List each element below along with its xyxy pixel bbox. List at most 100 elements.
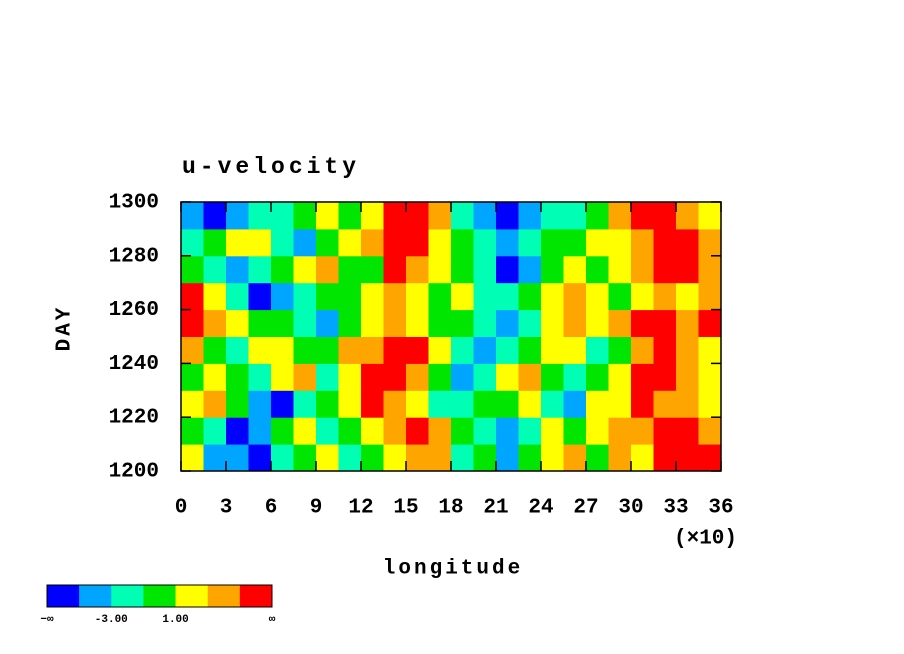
cell: [181, 202, 204, 230]
cell: [248, 417, 272, 445]
cell: [608, 202, 632, 230]
cell: [496, 417, 519, 445]
cell: [541, 255, 564, 284]
cell: [406, 363, 429, 391]
cell: [338, 444, 362, 472]
cell: [361, 202, 384, 230]
y-tick-label: 1220: [109, 407, 159, 430]
cell: [608, 390, 632, 418]
cell: [248, 228, 272, 257]
cell: [653, 390, 677, 418]
cell: [271, 444, 294, 472]
cell: [293, 417, 317, 445]
x-axis-label: longitude: [383, 558, 523, 581]
colorbar-swatch: [143, 585, 176, 607]
colorbar-swatch: [47, 585, 80, 607]
cell: [338, 390, 362, 418]
cell: [608, 309, 632, 337]
cell: [586, 444, 609, 472]
colorbar-swatch: [175, 585, 209, 607]
cell: [271, 336, 294, 364]
cell: [271, 417, 294, 445]
cell: [226, 255, 249, 284]
cell: [383, 363, 407, 391]
cell: [496, 282, 519, 311]
cell: [631, 336, 654, 364]
cell: [383, 444, 407, 472]
cell: [361, 309, 384, 337]
x-tick-label: 9: [310, 497, 323, 520]
cell: [451, 228, 474, 257]
cell: [226, 309, 249, 337]
y-tick-label: 1200: [109, 461, 159, 484]
cell: [383, 309, 407, 337]
cell: [203, 390, 227, 418]
cell: [361, 444, 384, 472]
cell: [361, 282, 384, 311]
cell: [383, 336, 407, 364]
cell: [316, 228, 339, 257]
cell: [383, 228, 407, 257]
colorbar-swatch: [79, 585, 112, 607]
cell: [653, 228, 677, 257]
cell: [248, 282, 272, 311]
cell: [451, 309, 474, 337]
cell: [451, 444, 474, 472]
cell: [451, 363, 474, 391]
cell: [316, 255, 339, 284]
x-scale-label: (×10): [674, 528, 737, 551]
x-tick-label: 21: [483, 497, 508, 520]
cell: [653, 309, 677, 337]
cell: [563, 336, 587, 364]
x-tick-label: 18: [438, 497, 463, 520]
cell: [698, 282, 722, 311]
cell: [406, 202, 429, 230]
cell: [451, 336, 474, 364]
cell: [203, 202, 227, 230]
cell: [563, 228, 587, 257]
x-tick-label: 27: [573, 497, 598, 520]
cell: [181, 444, 204, 472]
cell: [293, 444, 317, 472]
cell: [203, 309, 227, 337]
cell: [518, 417, 542, 445]
cell: [563, 202, 587, 230]
cell: [698, 444, 722, 472]
cell: [653, 363, 677, 391]
cell: [608, 282, 632, 311]
cell: [631, 363, 654, 391]
cell: [361, 255, 384, 284]
cell: [541, 417, 564, 445]
y-tick-label: 1300: [109, 192, 159, 215]
cell: [406, 228, 429, 257]
cell: [203, 255, 227, 284]
cell: [181, 417, 204, 445]
x-tick-label: 36: [708, 497, 733, 520]
cell: [316, 363, 339, 391]
cell: [451, 255, 474, 284]
cell: [631, 255, 654, 284]
cell: [586, 255, 609, 284]
cell: [428, 282, 452, 311]
cell: [383, 202, 407, 230]
cell: [631, 228, 654, 257]
cell: [316, 336, 339, 364]
cell: [226, 282, 249, 311]
x-tick-label: 3: [220, 497, 233, 520]
cell: [631, 417, 654, 445]
y-tick-label: 1240: [109, 353, 159, 376]
cell: [473, 228, 497, 257]
cell: [586, 336, 609, 364]
cell: [563, 444, 587, 472]
cell: [518, 390, 542, 418]
cell: [496, 444, 519, 472]
colorbar-swatch: [207, 585, 241, 607]
cell: [451, 282, 474, 311]
cell: [473, 390, 497, 418]
colorbar-swatch: [239, 585, 273, 607]
cell: [698, 336, 722, 364]
cell: [428, 390, 452, 418]
cell: [496, 255, 519, 284]
cell: [631, 309, 654, 337]
cell: [698, 363, 722, 391]
